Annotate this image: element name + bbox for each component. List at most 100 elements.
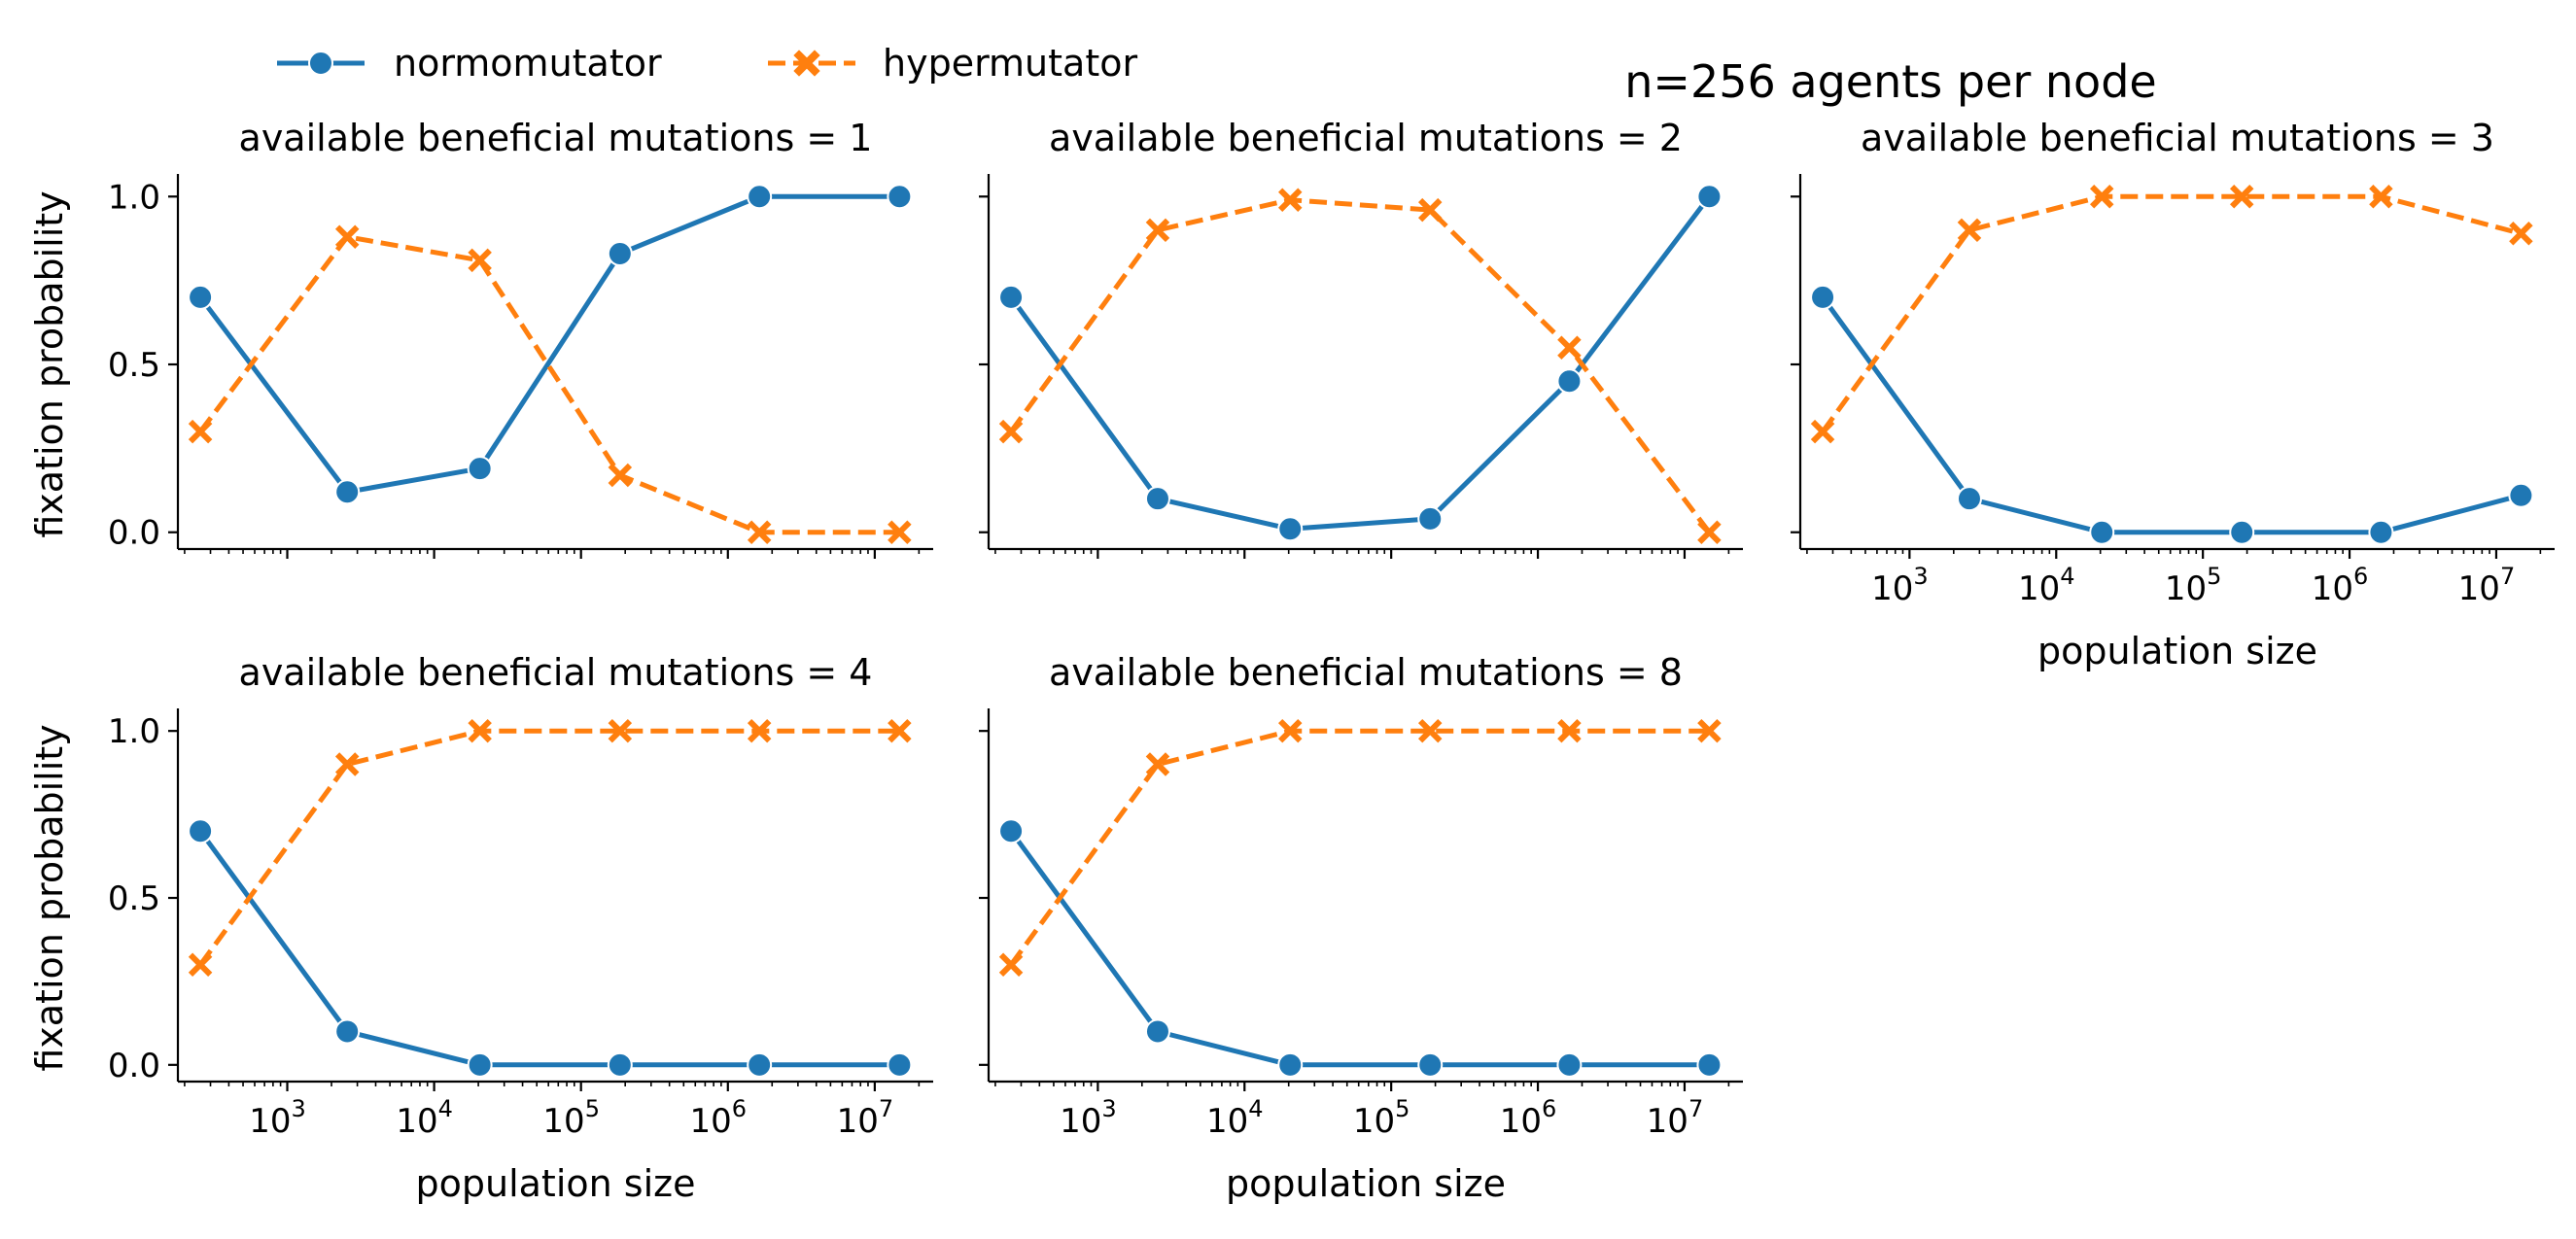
data-point-normomutator bbox=[1277, 1051, 1304, 1078]
y-tick-label: 1.0 bbox=[108, 178, 160, 217]
data-point-hypermutator bbox=[888, 718, 912, 743]
panel-title: available beneficial mutations = 4 bbox=[239, 651, 873, 694]
data-point-hypermutator bbox=[1957, 218, 1982, 243]
data-point-normomutator bbox=[887, 1051, 913, 1078]
data-point-normomutator bbox=[2229, 519, 2255, 545]
series-normomutator bbox=[998, 184, 1723, 542]
data-point-normomutator bbox=[1144, 486, 1170, 512]
data-point-hypermutator bbox=[2229, 185, 2254, 209]
data-point-hypermutator bbox=[998, 419, 1024, 444]
data-point-hypermutator bbox=[1278, 188, 1303, 212]
data-point-normomutator bbox=[2089, 519, 2115, 545]
y-tick-label: 0.0 bbox=[108, 1047, 160, 1085]
data-point-normomutator bbox=[188, 818, 214, 844]
data-point-normomutator bbox=[607, 1051, 633, 1078]
y-tick-label: 1.0 bbox=[108, 712, 160, 751]
series-normomutator bbox=[188, 818, 913, 1078]
series-line-normomutator bbox=[198, 193, 900, 495]
data-point-hypermutator bbox=[608, 463, 633, 488]
data-point-normomutator bbox=[747, 1051, 773, 1078]
panel-title: available beneficial mutations = 3 bbox=[1861, 117, 2494, 159]
legend-hypermutator-marker bbox=[793, 50, 820, 77]
x-tick-exponent: 5 bbox=[585, 1095, 600, 1122]
legend: normomutator hypermutator bbox=[277, 42, 1137, 85]
chart-panels: available beneficial mutations = 1 0.0 0.5… bbox=[28, 117, 2555, 1205]
series-line-normomutator bbox=[1009, 829, 1710, 1068]
series-line-hypermutator bbox=[1009, 197, 1712, 534]
series-line-hypermutator bbox=[1009, 728, 1710, 967]
x-tick-exponent: 7 bbox=[879, 1095, 893, 1122]
x-axis-label: population size bbox=[1226, 1162, 1506, 1205]
x-axis-label: population size bbox=[2037, 630, 2317, 672]
data-point-hypermutator bbox=[1697, 718, 1722, 743]
data-point-normomutator bbox=[1277, 516, 1304, 542]
data-point-hypermutator bbox=[1557, 718, 1582, 743]
data-point-normomutator bbox=[1956, 486, 1982, 512]
data-point-normomutator bbox=[607, 241, 633, 266]
data-point-normomutator bbox=[1696, 184, 1723, 210]
x-tick-exponent: 6 bbox=[2353, 563, 2368, 590]
chart-panel-1: available beneficial mutations = 1 0.0 0.5… bbox=[28, 117, 933, 559]
x-tick-label: 107 bbox=[837, 1095, 894, 1141]
legend-normomutator-label: normomutator bbox=[394, 42, 662, 85]
x-tick-exponent: 7 bbox=[1688, 1095, 1703, 1122]
panel-title: available beneficial mutations = 8 bbox=[1049, 651, 1683, 694]
data-point-hypermutator bbox=[747, 520, 772, 544]
x-axis-label: population size bbox=[416, 1162, 696, 1205]
x-tick-label: 107 bbox=[2458, 563, 2516, 608]
panel-title: available beneficial mutations = 1 bbox=[239, 117, 873, 159]
data-point-normomutator bbox=[334, 479, 361, 505]
data-point-hypermutator bbox=[188, 419, 213, 444]
x-tick-exponent: 5 bbox=[1395, 1095, 1410, 1122]
data-point-hypermutator bbox=[1697, 520, 1722, 544]
data-point-hypermutator bbox=[608, 718, 633, 743]
data-point-hypermutator bbox=[2090, 185, 2114, 209]
data-point-hypermutator bbox=[468, 248, 492, 273]
x-tick-exponent: 4 bbox=[2060, 563, 2074, 590]
figure-suptitle: n=256 agents per node bbox=[1624, 55, 2156, 108]
x-tick-exponent: 5 bbox=[2207, 563, 2221, 590]
data-point-hypermutator bbox=[1810, 419, 1835, 444]
data-point-hypermutator bbox=[1145, 218, 1170, 243]
series-line-normomutator bbox=[1009, 194, 1712, 532]
y-tick-label: 0.5 bbox=[108, 879, 160, 918]
data-point-normomutator bbox=[2508, 482, 2534, 508]
series-hypermutator bbox=[1810, 185, 2533, 444]
data-point-hypermutator bbox=[747, 718, 772, 743]
data-point-hypermutator bbox=[998, 952, 1024, 977]
data-point-normomutator bbox=[1556, 368, 1583, 395]
data-point-normomutator bbox=[1696, 1051, 1723, 1078]
series-hypermutator bbox=[188, 718, 912, 977]
x-tick-exponent: 3 bbox=[1101, 1095, 1116, 1122]
data-point-normomutator bbox=[188, 284, 214, 310]
data-point-normomutator bbox=[334, 1018, 361, 1045]
x-tick-label: 104 bbox=[396, 1095, 453, 1141]
y-tick-label: 0.5 bbox=[108, 346, 160, 385]
y-axis-label: fixation probability bbox=[28, 724, 71, 1071]
series-line-hypermutator bbox=[1821, 193, 2523, 433]
series-hypermutator bbox=[998, 718, 1722, 977]
legend-normomutator-marker bbox=[308, 51, 333, 76]
series-normomutator bbox=[998, 818, 1723, 1078]
data-point-hypermutator bbox=[468, 718, 492, 743]
chart-panel-4: available beneficial mutations = 4 0.0 0.5… bbox=[28, 651, 933, 1205]
data-point-hypermutator bbox=[1417, 197, 1443, 223]
x-tick-exponent: 6 bbox=[1542, 1095, 1556, 1122]
series-line-normomutator bbox=[198, 829, 900, 1068]
data-point-normomutator bbox=[747, 184, 773, 210]
series-hypermutator bbox=[188, 224, 912, 544]
data-point-hypermutator bbox=[1417, 718, 1443, 743]
data-point-hypermutator bbox=[1278, 718, 1303, 743]
data-point-normomutator bbox=[1556, 1051, 1583, 1078]
data-point-normomutator bbox=[2368, 519, 2394, 545]
data-point-normomutator bbox=[467, 456, 493, 482]
series-normomutator bbox=[188, 184, 913, 505]
x-tick-exponent: 6 bbox=[732, 1095, 747, 1122]
series-line-hypermutator bbox=[198, 728, 900, 967]
data-point-normomutator bbox=[887, 184, 913, 210]
legend-hypermutator-label: hypermutator bbox=[883, 42, 1137, 85]
data-point-hypermutator bbox=[188, 952, 213, 977]
x-tick-label: 107 bbox=[1647, 1095, 1704, 1141]
